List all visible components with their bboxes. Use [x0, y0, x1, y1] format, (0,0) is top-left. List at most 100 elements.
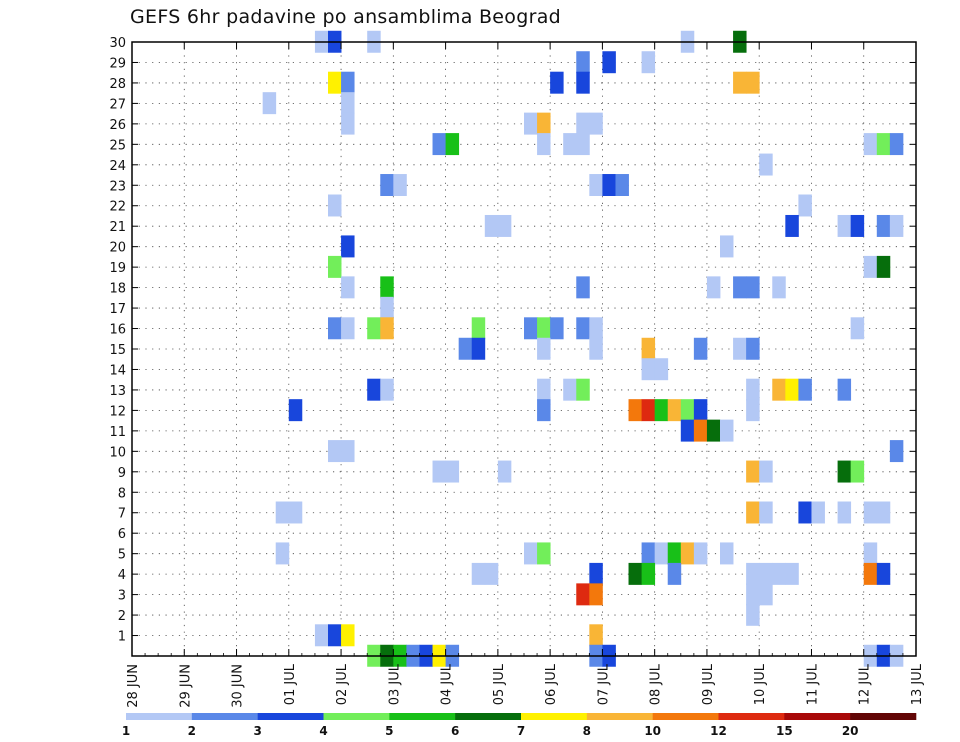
- y-tick-label: 23: [109, 179, 126, 194]
- heatmap-cell: [680, 542, 695, 565]
- heatmap-cell: [367, 378, 381, 401]
- heatmap-cell: [576, 112, 590, 135]
- heatmap-cell: [720, 419, 734, 442]
- colorbar: 1 2 3 4 5 6 7 8 10 12 15 20: [122, 713, 917, 738]
- heatmap-cell: [837, 460, 852, 483]
- heatmap-cell: [602, 51, 616, 74]
- heatmap-cell: [328, 624, 342, 647]
- colorbar-segment: [389, 713, 456, 720]
- colorbar-label: 6: [451, 724, 459, 738]
- heatmap-cell: [733, 337, 747, 360]
- heatmap-cell: [889, 440, 904, 463]
- heatmap-cell: [471, 562, 486, 585]
- heatmap-cell: [615, 174, 629, 196]
- colorbar-label: 1: [122, 724, 130, 738]
- y-tick-label: 24: [109, 159, 126, 174]
- heatmap-cell: [537, 133, 551, 156]
- heatmap-cell: [693, 399, 708, 422]
- heatmap-cell: [380, 317, 394, 340]
- heatmap-cell: [759, 562, 773, 585]
- heatmap-cell: [380, 174, 394, 196]
- y-tick-label: 7: [118, 507, 126, 522]
- colorbar-segment: [323, 713, 390, 720]
- y-tick-label: 26: [109, 118, 126, 133]
- heatmap-cell: [367, 317, 381, 340]
- x-tick-label: 30 JUN: [231, 664, 246, 708]
- heatmap-cell: [706, 276, 721, 299]
- heatmap-cell: [628, 399, 642, 422]
- heatmap-cell: [550, 71, 564, 94]
- heatmap-cell: [328, 317, 342, 340]
- y-tick-label: 14: [109, 363, 126, 378]
- heatmap-cell: [576, 317, 590, 340]
- x-tick-label: 05 JUL: [492, 663, 507, 705]
- heatmap-cell: [341, 624, 355, 647]
- y-tick-label: 28: [109, 77, 126, 92]
- heatmap-cell: [341, 276, 355, 299]
- heatmap-cell: [798, 194, 812, 217]
- heatmap-cell: [341, 92, 355, 115]
- colorbar-segment: [257, 713, 324, 720]
- colorbar-label: 3: [253, 724, 261, 738]
- heatmap-cell: [341, 112, 355, 135]
- heatmap-cell: [432, 133, 446, 156]
- heatmap-cell: [641, 542, 656, 565]
- heatmap-cell: [720, 235, 734, 258]
- heatmap-cell: [497, 460, 512, 483]
- heatmap-cell: [667, 542, 682, 565]
- heatmap-cell: [863, 255, 878, 278]
- heatmap-cell: [589, 174, 603, 196]
- heatmap-cell: [641, 358, 656, 381]
- heatmap-cell: [328, 71, 342, 94]
- heatmap-cell: [733, 276, 747, 299]
- heatmap-cell: [746, 378, 760, 401]
- heatmap-cell: [275, 501, 290, 524]
- heatmap-cell: [432, 460, 446, 483]
- x-tick-label: 04 JUL: [440, 663, 455, 705]
- heatmap-cell: [746, 71, 760, 94]
- heatmap-cell: [537, 378, 551, 401]
- heatmap-cell: [589, 112, 603, 135]
- y-tick-label: 9: [118, 466, 126, 481]
- heatmap-cell: [576, 51, 590, 74]
- heatmap-cell: [602, 174, 616, 196]
- heatmap-cell: [589, 624, 603, 647]
- colorbar-segment: [850, 713, 917, 720]
- heatmap-cell: [746, 460, 760, 483]
- heatmap-cell: [654, 399, 669, 422]
- x-tick-label: 12 JUL: [858, 663, 873, 705]
- colorbar-segment: [521, 713, 588, 720]
- heatmap-cell: [576, 276, 590, 299]
- heatmap-cell: [746, 583, 760, 606]
- heatmap-cell: [537, 399, 551, 422]
- heatmap-cell: [641, 399, 656, 422]
- heatmap-cell: [876, 255, 891, 278]
- heatmap-cell: [837, 214, 852, 237]
- colorbar-segment: [586, 713, 653, 720]
- y-tick-label: 18: [109, 282, 126, 297]
- x-tick-label: 07 JUL: [596, 663, 611, 705]
- heatmap-cell: [772, 378, 786, 401]
- y-tick-label: 5: [118, 548, 126, 563]
- colorbar-label: 7: [517, 724, 525, 738]
- x-axis-ticks: 28 JUN 29 JUN 30 JUN 01 JUL 02 JUL 03 JUL 04 J…: [126, 42, 925, 708]
- y-tick-label: 2: [118, 609, 126, 624]
- heatmap-cell: [524, 317, 538, 340]
- heatmap-cell: [589, 583, 603, 606]
- heatmap-cell: [759, 501, 773, 524]
- y-tick-label: 20: [109, 241, 126, 256]
- heatmap-cell: [550, 317, 564, 340]
- colorbar-segment: [455, 713, 522, 720]
- heatmap-cell: [576, 378, 590, 401]
- heatmap-cell: [759, 153, 773, 176]
- x-tick-label: 11 JUL: [805, 663, 820, 705]
- colorbar-label: 5: [385, 724, 393, 738]
- heatmap-cell: [863, 133, 878, 156]
- colorbar-segment: [191, 713, 258, 720]
- heatmap-cell: [328, 255, 342, 278]
- heatmap-cell: [341, 440, 355, 463]
- heatmap-cell: [314, 624, 329, 647]
- heatmap-cell: [654, 358, 669, 381]
- x-tick-label: 08 JUL: [649, 663, 664, 705]
